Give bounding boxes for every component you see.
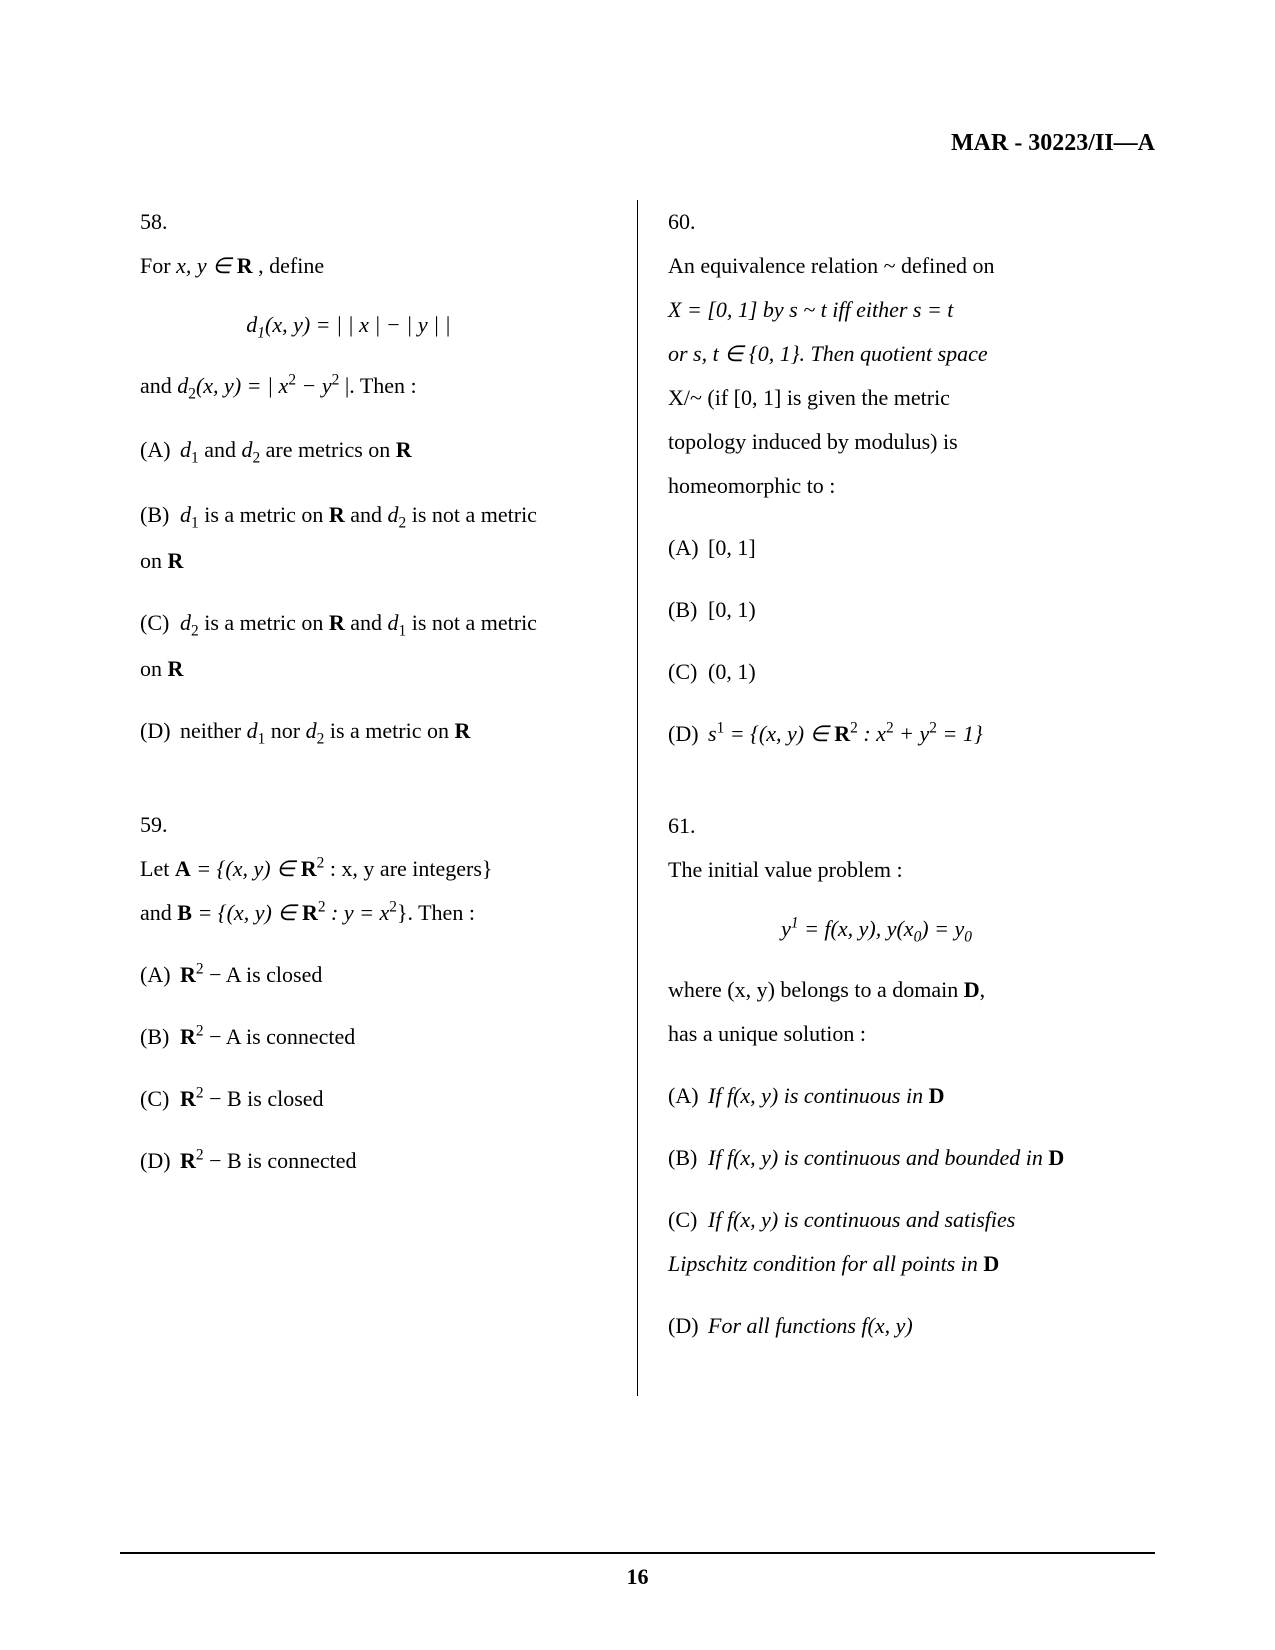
left-column: 58. For x, y ∈ R , define d1(x, y) = | |…	[120, 200, 638, 1396]
q58-option-c: (C)d2 is a metric on R and d1 is not a m…	[140, 601, 557, 691]
question-59: 59. Let A = {(x, y) ∈ R2 : x, y are inte…	[140, 803, 607, 1201]
q61-line2: where (x, y) belongs to a domain D,	[668, 968, 1085, 1012]
q61-option-b: (B)If f(x, y) is continuous and bounded …	[668, 1136, 1085, 1180]
question-61: 61. The initial value problem : y1 = f(x…	[668, 804, 1135, 1366]
q61-options: (A)If f(x, y) is continuous in D (B)If f…	[668, 1074, 1085, 1348]
page-number: 16	[120, 1564, 1155, 1590]
q59-option-b: (B)R2 − A is connected	[140, 1015, 557, 1059]
question-60: 60. An equivalence relation ~ defined on…	[668, 200, 1135, 774]
q58-option-d: (D)neither d1 nor d2 is a metric on R	[140, 709, 557, 755]
q58-formula1: d1(x, y) = | | x | − | y | |	[140, 303, 557, 349]
q61-formula: y1 = f(x, y), y(x0) = y0	[668, 907, 1085, 953]
q59-number: 59.	[140, 803, 185, 847]
page-footer: 16	[120, 1552, 1155, 1590]
q61-body: The initial value problem : y1 = f(x, y)…	[668, 848, 1085, 1366]
q59-option-a: (A)R2 − A is closed	[140, 953, 557, 997]
q60-option-a: (A)[0, 1]	[668, 526, 1085, 570]
q59-line2: and B = {(x, y) ∈ R2 : y = x2}. Then :	[140, 891, 557, 935]
header-code: MAR - 30223/II—A	[951, 130, 1155, 157]
q59-option-c: (C)R2 − B is closed	[140, 1077, 557, 1121]
q61-option-c: (C)If f(x, y) is continuous and satisfie…	[668, 1198, 1085, 1286]
q60-option-c: (C)(0, 1)	[668, 650, 1085, 694]
q60-option-b: (B)[0, 1)	[668, 588, 1085, 632]
right-column: 60. An equivalence relation ~ defined on…	[638, 200, 1155, 1396]
q60-options: (A)[0, 1] (B)[0, 1) (C)(0, 1) (D)s1 = {(…	[668, 526, 1085, 756]
q58-body: For x, y ∈ R , define d1(x, y) = | | x |…	[140, 244, 557, 773]
q61-option-d: (D)For all functions f(x, y)	[668, 1304, 1085, 1348]
q58-number: 58.	[140, 200, 185, 244]
q58-intro: For x, y ∈ R , define	[140, 253, 324, 278]
q59-options: (A)R2 − A is closed (B)R2 − A is connect…	[140, 953, 557, 1183]
q58-option-b: (B)d1 is a metric on R and d2 is not a m…	[140, 493, 557, 583]
q61-number: 61.	[668, 804, 713, 848]
q58-options: (A)d1 and d2 are metrics on R (B)d1 is a…	[140, 428, 557, 755]
q60-body: An equivalence relation ~ defined on X =…	[668, 244, 1085, 774]
q59-body: Let A = {(x, y) ∈ R2 : x, y are integers…	[140, 847, 557, 1201]
content-area: 58. For x, y ∈ R , define d1(x, y) = | |…	[120, 200, 1155, 1396]
q58-option-a: (A)d1 and d2 are metrics on R	[140, 428, 557, 474]
q61-option-a: (A)If f(x, y) is continuous in D	[668, 1074, 1085, 1118]
question-58: 58. For x, y ∈ R , define d1(x, y) = | |…	[140, 200, 607, 773]
q60-option-d: (D)s1 = {(x, y) ∈ R2 : x2 + y2 = 1}	[668, 712, 1085, 756]
q60-number: 60.	[668, 200, 713, 244]
q58-formula2-line: and d2(x, y) = | x2 − y2 |. Then :	[140, 364, 557, 410]
q59-option-d: (D)R2 − B is connected	[140, 1139, 557, 1183]
footer-divider	[120, 1552, 1155, 1554]
q61-line3: has a unique solution :	[668, 1012, 1085, 1056]
exam-page: MAR - 30223/II—A 58. For x, y ∈ R , defi…	[0, 0, 1275, 1650]
